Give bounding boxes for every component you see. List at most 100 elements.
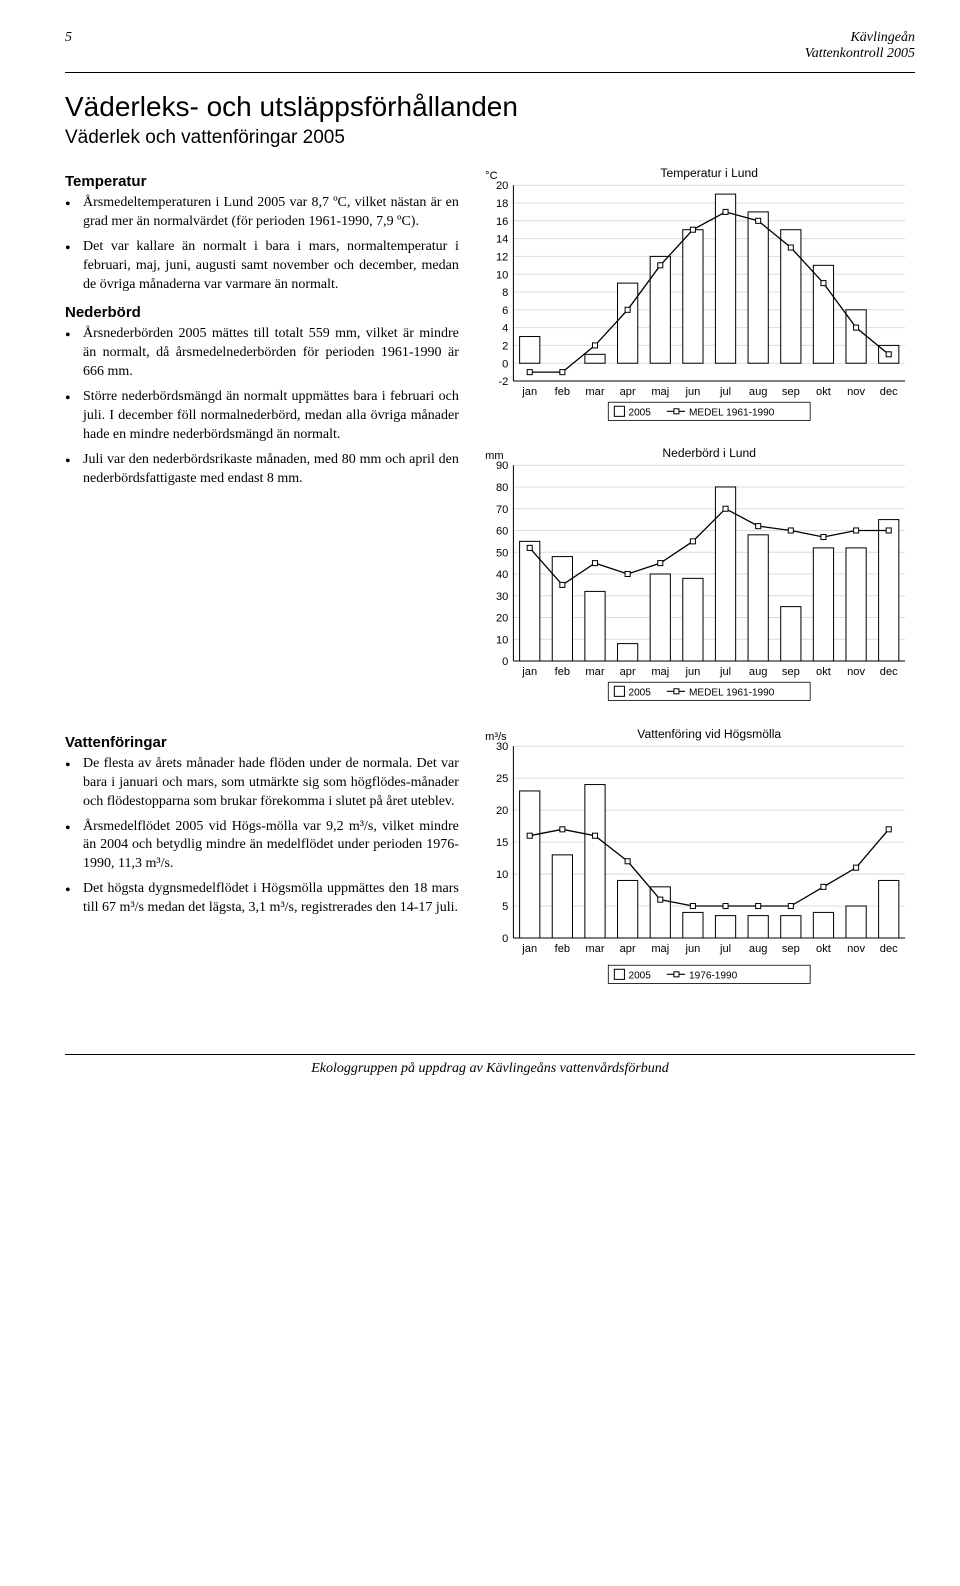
header-right: Kävlingeån Vattenkontroll 2005 [805, 30, 915, 62]
svg-text:dec: dec [880, 943, 898, 955]
section-title: Väderleks- och utsläppsförhållanden [65, 91, 915, 123]
sub-title: Väderlek och vattenföringar 2005 [65, 127, 915, 149]
col-right-2: 051015202530m³/sVattenföring vid Högsmöl… [471, 724, 915, 1015]
svg-text:18: 18 [496, 198, 508, 210]
svg-text:MEDEL 1961-1990: MEDEL 1961-1990 [689, 688, 775, 699]
svg-text:mm: mm [485, 451, 503, 463]
svg-text:nov: nov [847, 943, 865, 955]
temperatur-heading: Temperatur [65, 173, 459, 190]
row-2: Vattenföringar De flesta av årets månade… [65, 724, 915, 1015]
chart-temperature: -202468101214161820°CTemperatur i Lundja… [471, 163, 915, 425]
svg-text:20: 20 [496, 805, 508, 817]
svg-text:jan: jan [521, 667, 537, 679]
bullet: Årsmedeltemperaturen i Lund 2005 var 8,7… [65, 194, 459, 232]
svg-text:mar: mar [585, 667, 604, 679]
vattenforingar-list: De flesta av årets månader hade flöden u… [65, 755, 459, 918]
svg-text:0: 0 [502, 657, 508, 669]
svg-text:Vattenföring vid Högsmölla: Vattenföring vid Högsmölla [637, 727, 781, 741]
page-header: 5 Kävlingeån Vattenkontroll 2005 [65, 30, 915, 62]
svg-text:0: 0 [502, 358, 508, 370]
svg-text:16: 16 [496, 216, 508, 228]
svg-text:maj: maj [651, 386, 669, 398]
svg-text:sep: sep [782, 386, 800, 398]
svg-text:maj: maj [651, 667, 669, 679]
col-right-1: -202468101214161820°CTemperatur i Lundja… [471, 163, 915, 724]
svg-text:2005: 2005 [628, 407, 651, 418]
svg-text:2: 2 [502, 340, 508, 352]
footer-rule [65, 1054, 915, 1055]
col-left-1: Temperatur Årsmedeltemperaturen i Lund 2… [65, 163, 459, 724]
svg-text:feb: feb [555, 667, 570, 679]
svg-text:jun: jun [684, 943, 700, 955]
svg-text:2005: 2005 [628, 970, 651, 981]
bullet: Större nederbördsmängd än normalt uppmät… [65, 388, 459, 445]
svg-text:mar: mar [585, 386, 604, 398]
svg-text:2005: 2005 [628, 688, 651, 699]
svg-text:dec: dec [880, 667, 898, 679]
svg-text:25: 25 [496, 773, 508, 785]
bullet: De flesta av årets månader hade flöden u… [65, 755, 459, 812]
svg-text:maj: maj [651, 943, 669, 955]
svg-text:apr: apr [619, 386, 635, 398]
svg-text:10: 10 [496, 869, 508, 881]
nederbord-list: Årsnederbörden 2005 mättes till totalt 5… [65, 325, 459, 488]
svg-text:aug: aug [749, 386, 768, 398]
svg-text:Nederbörd i Lund: Nederbörd i Lund [662, 447, 756, 461]
svg-text:30: 30 [496, 591, 508, 603]
page-number: 5 [65, 30, 72, 62]
nederbord-heading: Nederbörd [65, 304, 459, 321]
bullet: Juli var den nederbördsrikaste månaden, … [65, 451, 459, 489]
svg-text:15: 15 [496, 837, 508, 849]
svg-text:50: 50 [496, 548, 508, 560]
chart-precipitation-svg: 0102030405060708090mmNederbörd i Lundjan… [471, 443, 915, 705]
svg-text:4: 4 [502, 323, 508, 335]
header-rule [65, 72, 915, 73]
svg-text:jul: jul [719, 386, 731, 398]
svg-text:70: 70 [496, 504, 508, 516]
svg-text:6: 6 [502, 305, 508, 317]
svg-text:nov: nov [847, 667, 865, 679]
footer: Ekologgruppen på uppdrag av Kävlingeåns … [65, 1061, 915, 1077]
svg-text:sep: sep [782, 667, 800, 679]
svg-text:okt: okt [816, 943, 831, 955]
svg-text:MEDEL 1961-1990: MEDEL 1961-1990 [689, 407, 775, 418]
svg-text:mar: mar [585, 943, 604, 955]
svg-text:1976-1990: 1976-1990 [689, 970, 738, 981]
svg-text:jul: jul [719, 667, 731, 679]
svg-text:m³/s: m³/s [485, 731, 507, 743]
svg-text:10: 10 [496, 635, 508, 647]
svg-text:10: 10 [496, 269, 508, 281]
svg-text:okt: okt [816, 386, 831, 398]
svg-text:12: 12 [496, 251, 508, 263]
page: 5 Kävlingeån Vattenkontroll 2005 Väderle… [0, 0, 960, 1117]
header-right-2: Vattenkontroll 2005 [805, 46, 915, 62]
svg-text:okt: okt [816, 667, 831, 679]
svg-text:Temperatur i Lund: Temperatur i Lund [660, 166, 758, 180]
svg-text:feb: feb [555, 943, 570, 955]
svg-text:jun: jun [684, 386, 700, 398]
svg-text:60: 60 [496, 526, 508, 538]
svg-text:aug: aug [749, 667, 768, 679]
svg-text:14: 14 [496, 234, 508, 246]
bullet: Det var kallare än normalt i bara i mars… [65, 238, 459, 295]
bullet: Det högsta dygnsmedelflödet i Högsmölla … [65, 880, 459, 918]
bullet: Årsnederbörden 2005 mättes till totalt 5… [65, 325, 459, 382]
chart-temperature-svg: -202468101214161820°CTemperatur i Lundja… [471, 163, 915, 425]
svg-text:dec: dec [880, 386, 898, 398]
svg-text:40: 40 [496, 569, 508, 581]
svg-text:80: 80 [496, 482, 508, 494]
svg-text:apr: apr [619, 667, 635, 679]
row-1: Temperatur Årsmedeltemperaturen i Lund 2… [65, 163, 915, 724]
svg-text:jun: jun [684, 667, 700, 679]
chart-flow-svg: 051015202530m³/sVattenföring vid Högsmöl… [471, 724, 915, 997]
svg-text:apr: apr [619, 943, 635, 955]
chart-flow: 051015202530m³/sVattenföring vid Högsmöl… [471, 724, 915, 997]
svg-text:feb: feb [555, 386, 570, 398]
bullet: Årsmedelflödet 2005 vid Högs-mölla var 9… [65, 818, 459, 875]
svg-text:0: 0 [502, 933, 508, 945]
svg-text:jan: jan [521, 386, 537, 398]
svg-text:jul: jul [719, 943, 731, 955]
header-right-1: Kävlingeån [805, 30, 915, 46]
vattenforingar-heading: Vattenföringar [65, 734, 459, 751]
svg-text:nov: nov [847, 386, 865, 398]
